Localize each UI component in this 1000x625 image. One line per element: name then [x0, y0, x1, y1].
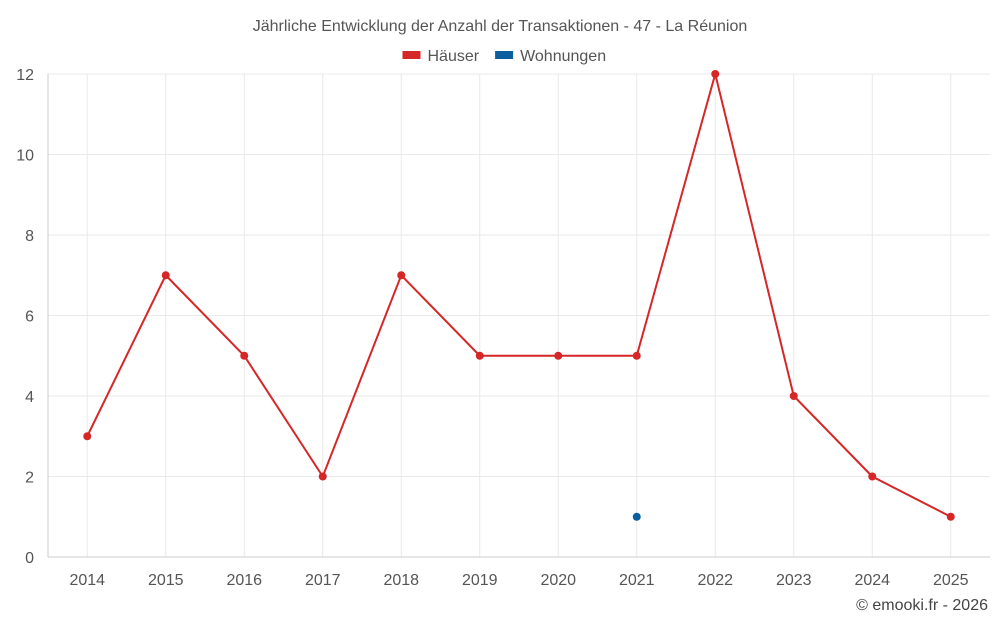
series-line: [86, 70, 952, 518]
data-point[interactable]: [868, 472, 877, 481]
x-tick-label: 2021: [619, 572, 655, 589]
y-tick-label: 8: [25, 228, 34, 245]
axes: 0 2 4 6 8 10 12 2014 2015 2016 2017 2018 2019 2020 202…: [16, 67, 990, 589]
data-point[interactable]: [397, 271, 406, 280]
legend-swatch: [495, 51, 514, 59]
legend-item[interactable]: Häuser: [402, 48, 480, 65]
series-2: [632, 512, 641, 521]
data-point[interactable]: [554, 351, 563, 360]
legend-swatch: [402, 51, 421, 59]
series-1: [83, 70, 955, 521]
data-point[interactable]: [946, 512, 955, 521]
y-tick-label: 4: [25, 389, 34, 406]
x-tick-label: 2022: [697, 572, 733, 589]
x-tick-label: 2018: [383, 572, 419, 589]
data-point[interactable]: [83, 432, 92, 441]
series-layer: [83, 70, 955, 521]
data-point[interactable]: [161, 271, 170, 280]
x-tick-label: 2015: [148, 572, 184, 589]
y-tick-label: 2: [25, 470, 34, 487]
x-tick-label: 2024: [854, 572, 890, 589]
x-tick-label: 2025: [933, 572, 969, 589]
data-point[interactable]: [711, 70, 720, 78]
copyright-footer: © emooki.fr - 2026: [856, 597, 988, 614]
y-tick-label: 12: [16, 67, 34, 84]
grid: [48, 73, 990, 558]
x-tick-label: 2019: [462, 572, 498, 589]
data-point[interactable]: [632, 512, 641, 521]
legend: Häuser Wohnungen: [402, 48, 606, 65]
y-tick-label: 10: [16, 148, 34, 165]
legend-label: Wohnungen: [520, 48, 606, 65]
x-tick-label: 2014: [69, 572, 105, 589]
y-tick-label: 0: [25, 550, 34, 567]
data-point[interactable]: [240, 351, 249, 360]
legend-label: Häuser: [428, 48, 480, 65]
y-tick-label: 6: [25, 309, 34, 326]
x-tick-label: 2016: [226, 572, 262, 589]
chart-title: Jährliche Entwicklung der Anzahl der Tra…: [253, 18, 748, 35]
data-point[interactable]: [318, 472, 327, 481]
data-point[interactable]: [475, 351, 484, 360]
legend-item[interactable]: Wohnungen: [495, 48, 606, 65]
x-tick-label: 2017: [305, 572, 341, 589]
x-tick-label: 2020: [540, 572, 576, 589]
data-point[interactable]: [789, 392, 798, 400]
x-tick-label: 2023: [776, 572, 812, 589]
data-point[interactable]: [632, 351, 641, 360]
